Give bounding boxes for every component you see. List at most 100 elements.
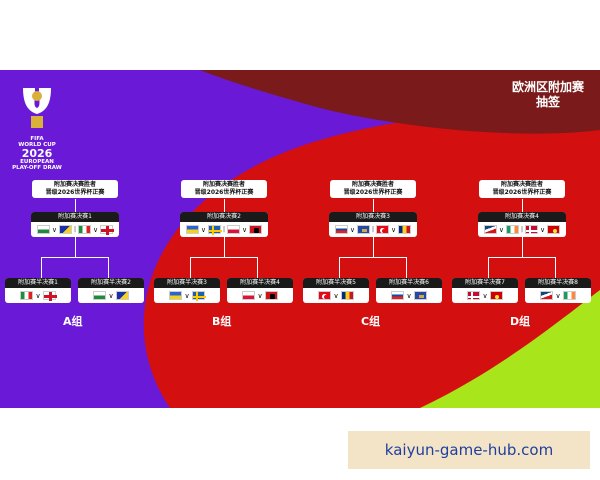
flag-poland-icon: [227, 225, 241, 234]
final-label: 附加赛决赛1: [31, 212, 119, 222]
vs-chevron-icon: ∨: [349, 225, 355, 234]
semi-label: 附加赛半决赛7: [452, 278, 518, 288]
vs-chevron-icon: ∨: [555, 291, 561, 300]
semi-flags: ∨: [452, 288, 518, 303]
semi-flags: ∨: [78, 288, 144, 303]
flag-wales-icon: [36, 225, 50, 234]
semi-label: 附加赛半决赛1: [5, 278, 71, 288]
semi-flags: ∨: [303, 288, 369, 303]
bracket-line: [372, 237, 374, 257]
semi-final-a[interactable]: 附加赛半决赛3 ∨: [154, 278, 220, 303]
group-label: B组: [212, 315, 232, 328]
final-label: 附加赛决赛4: [478, 212, 566, 222]
bracket-line: [74, 237, 76, 257]
flag-north-macedonia-icon: [547, 225, 561, 234]
flag-wales-icon: [93, 291, 107, 300]
winner-line-2: 晋级2026世界杯正赛: [194, 189, 254, 196]
logo-play-off: PLAY-OFF DRAW: [12, 165, 62, 171]
winner-line-1: 附加赛决赛胜者: [202, 181, 245, 188]
trophy-icon: [23, 88, 51, 128]
semi-final-a[interactable]: 附加赛半决赛5 ∨: [303, 278, 369, 303]
flag-italy-icon: [78, 225, 92, 234]
winner-line-2: 晋级2026世界杯正赛: [343, 189, 403, 196]
winner-label: 附加赛决赛胜者 晋级2026世界杯正赛: [32, 180, 118, 198]
flag-poland-icon: [242, 291, 256, 300]
flag-denmark-icon: [467, 291, 482, 301]
group-label: A组: [63, 315, 83, 328]
flag-ukraine-icon: [169, 291, 183, 300]
divider: |: [73, 226, 77, 233]
vs-chevron-icon: ∨: [35, 291, 41, 300]
page-title: 欧洲区附加赛 抽签: [508, 80, 588, 110]
vs-chevron-icon: ∨: [93, 225, 99, 234]
semi-flags: ∨: [5, 288, 71, 303]
final-flags: ∨ | ∨: [31, 222, 119, 237]
semi-final-b[interactable]: 附加赛半决赛2 ∨: [78, 278, 144, 303]
vs-chevron-icon: ∨: [51, 225, 57, 234]
bracket-line: [190, 257, 191, 278]
logo-world-cup: WORLD CUP: [18, 142, 56, 148]
group-label: C组: [361, 315, 381, 328]
flag-ireland-icon: [562, 291, 576, 300]
title-line-2: 抽签: [535, 95, 560, 109]
bracket-line: [257, 257, 258, 278]
flag-albania-icon: [264, 291, 278, 300]
divider: |: [222, 226, 226, 233]
vs-chevron-icon: ∨: [108, 291, 114, 300]
winner-line-1: 附加赛决赛胜者: [53, 181, 96, 188]
semi-final-b[interactable]: 附加赛半决赛8 ∨: [525, 278, 591, 303]
semi-final-b[interactable]: 附加赛半决赛4 ∨: [227, 278, 293, 303]
flag-ireland-icon: [505, 225, 519, 234]
semi-label: 附加赛半决赛6: [376, 278, 442, 288]
group-label: D组: [510, 315, 531, 328]
bracket-line: [521, 199, 523, 213]
flag-romania-icon: [340, 291, 354, 300]
vs-chevron-icon: ∨: [540, 225, 546, 234]
winner-label: 附加赛决赛胜者 晋级2026世界杯正赛: [479, 180, 565, 198]
semi-flags: ∨: [376, 288, 442, 303]
bracket-line: [406, 257, 407, 278]
final-match-1[interactable]: 附加赛决赛1 ∨ | ∨: [31, 212, 119, 237]
flag-bosnia-icon: [58, 225, 72, 234]
flag-turkey-icon: [376, 225, 390, 234]
semi-flags: ∨: [525, 288, 591, 303]
title-line-1: 欧洲区附加赛: [511, 80, 584, 94]
winner-line-2: 晋级2026世界杯正赛: [45, 189, 105, 196]
final-match-2[interactable]: 附加赛决赛2 ∨ | ∨: [180, 212, 268, 237]
flag-slovakia-icon: [391, 291, 405, 300]
logo-year: 2026: [21, 147, 53, 160]
bracket-line: [190, 257, 258, 258]
semi-label: 附加赛半决赛3: [154, 278, 220, 288]
semi-final-a[interactable]: 附加赛半决赛7 ∨: [452, 278, 518, 303]
winner-label: 附加赛决赛胜者 晋级2026世界杯正赛: [330, 180, 416, 198]
flag-ukraine-icon: [185, 225, 199, 234]
divider: |: [520, 226, 524, 233]
semi-final-b[interactable]: 附加赛半决赛6 ∨: [376, 278, 442, 303]
flag-italy-icon: [20, 291, 34, 300]
final-flags: ∨ | ∨: [329, 222, 417, 237]
semi-flags: ∨: [227, 288, 293, 303]
flag-turkey-icon: [318, 291, 332, 300]
flag-slovakia-icon: [334, 225, 348, 234]
logo-european: EUROPEAN: [20, 159, 54, 165]
bracket-line: [223, 237, 225, 257]
final-flags: ∨ | ∨: [478, 222, 566, 237]
flag-czechia-icon: [483, 225, 497, 234]
vs-chevron-icon: ∨: [257, 291, 263, 300]
bracket-line: [41, 257, 42, 278]
flag-kosovo-icon: [356, 225, 370, 234]
final-match-3[interactable]: 附加赛决赛3 ∨ | ∨: [329, 212, 417, 237]
bracket-line: [521, 237, 523, 257]
final-match-4[interactable]: 附加赛决赛4 ∨ | ∨: [478, 212, 566, 237]
flag-czechia-icon: [540, 291, 554, 300]
winner-line-1: 附加赛决赛胜者: [500, 181, 543, 188]
semi-label: 附加赛半决赛8: [525, 278, 591, 288]
semi-final-a[interactable]: 附加赛半决赛1 ∨: [5, 278, 71, 303]
bracket-line: [488, 257, 489, 278]
vs-chevron-icon: ∨: [406, 291, 412, 300]
flag-bosnia-icon: [115, 291, 129, 300]
winner-line-1: 附加赛决赛胜者: [351, 181, 394, 188]
semi-label: 附加赛半决赛4: [227, 278, 293, 288]
final-label: 附加赛决赛3: [329, 212, 417, 222]
vs-chevron-icon: ∨: [200, 225, 206, 234]
